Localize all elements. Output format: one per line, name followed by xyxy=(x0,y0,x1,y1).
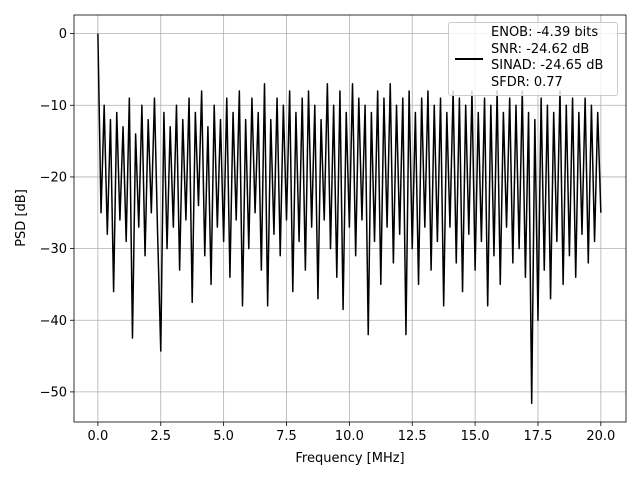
x-tick-label: 20.0 xyxy=(586,429,615,444)
y-axis-label: PSD [dB] xyxy=(14,189,29,247)
plot-frame xyxy=(73,14,627,423)
y-tick-label: −20 xyxy=(40,170,67,185)
y-tick-label: −50 xyxy=(40,385,67,400)
x-axis-label: Frequency [MHz] xyxy=(295,451,404,466)
y-tick-label: −30 xyxy=(40,242,67,257)
legend: ENOB: -4.39 bits SNR: -24.62 dB SINAD: -… xyxy=(448,22,618,96)
y-tick-label: −40 xyxy=(40,314,67,329)
x-tick-label: 17.5 xyxy=(524,429,553,444)
x-tick-label: 7.5 xyxy=(276,429,297,444)
x-tick-label: 0.0 xyxy=(88,429,109,444)
x-tick-label: 2.5 xyxy=(150,429,171,444)
data-line xyxy=(97,33,602,405)
x-tick-label: 5.0 xyxy=(213,429,234,444)
y-tick-label: 0 xyxy=(59,27,67,42)
y-tick-label: −10 xyxy=(40,99,67,114)
legend-label: ENOB: -4.39 bits SNR: -24.62 dB SINAD: -… xyxy=(491,25,604,90)
x-tick-label: 12.5 xyxy=(398,429,427,444)
legend-swatch xyxy=(455,58,483,60)
x-tick-label: 15.0 xyxy=(461,429,490,444)
x-tick-label: 10.0 xyxy=(335,429,364,444)
